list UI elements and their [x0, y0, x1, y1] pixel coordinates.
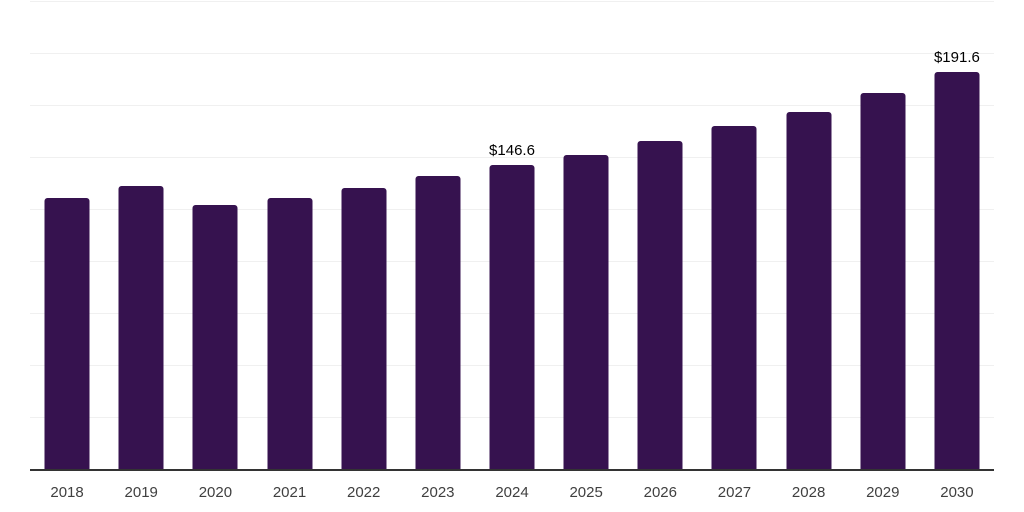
x-tick-label-2029: 2029	[866, 484, 900, 501]
bar-group-2027	[697, 2, 771, 470]
bar-group-2026	[623, 2, 697, 470]
x-tick-label-2023: 2023	[421, 484, 455, 501]
gridline	[30, 1, 994, 2]
bar-group-2024: $146.6	[475, 2, 549, 470]
bar-group-2018	[30, 2, 104, 470]
x-tick-label-2022: 2022	[347, 484, 381, 501]
bar-2018	[44, 197, 90, 470]
x-axis-line	[30, 469, 994, 471]
bar-group-2020	[178, 2, 252, 470]
x-tick-label-2024: 2024	[495, 484, 529, 501]
bar-2026	[637, 141, 683, 470]
bar-2020	[192, 204, 238, 470]
bar-2024	[489, 165, 535, 470]
gridline	[30, 105, 994, 106]
bar-group-2023	[401, 2, 475, 470]
x-tick-label-2028: 2028	[791, 484, 826, 501]
bar-2029	[860, 93, 906, 470]
x-tick-label-2018: 2018	[50, 484, 84, 501]
bar-2030	[934, 71, 980, 470]
plot-area: $146.6 $191.6	[30, 1, 994, 471]
bar-group-2028	[772, 2, 846, 470]
bar-group-2025	[549, 2, 623, 470]
x-axis-tick-labels: 2018 2019 2020 2021 2022 2023 2024 2025 2026 2027…	[30, 471, 994, 501]
gridline	[30, 157, 994, 158]
bar-2023	[415, 176, 461, 470]
bar-2019	[118, 185, 164, 470]
gridline	[30, 53, 994, 54]
x-tick-label-2025: 2025	[569, 484, 603, 501]
x-tick-label-2020: 2020	[198, 484, 233, 501]
bar-2022	[341, 188, 387, 470]
bar-group-2021	[252, 2, 326, 470]
x-tick-label-2030: 2030	[940, 484, 974, 501]
data-label-2024: $146.6	[489, 142, 535, 160]
bar-2028	[786, 112, 832, 470]
bar-2021	[267, 198, 313, 470]
data-label-2030: $191.6	[933, 48, 980, 66]
x-tick-label-2021: 2021	[272, 484, 307, 501]
x-tick-label-2019: 2019	[124, 484, 158, 501]
bar-2027	[711, 126, 757, 470]
bar-group-2022	[327, 2, 401, 470]
x-tick-label-2026: 2026	[643, 484, 677, 501]
bar-group-2019	[104, 2, 178, 470]
x-tick-label-2027: 2027	[717, 484, 752, 501]
bar-2025	[563, 154, 609, 470]
bar-group-2030: $191.6	[920, 2, 994, 470]
bar-group-2029	[846, 2, 920, 470]
